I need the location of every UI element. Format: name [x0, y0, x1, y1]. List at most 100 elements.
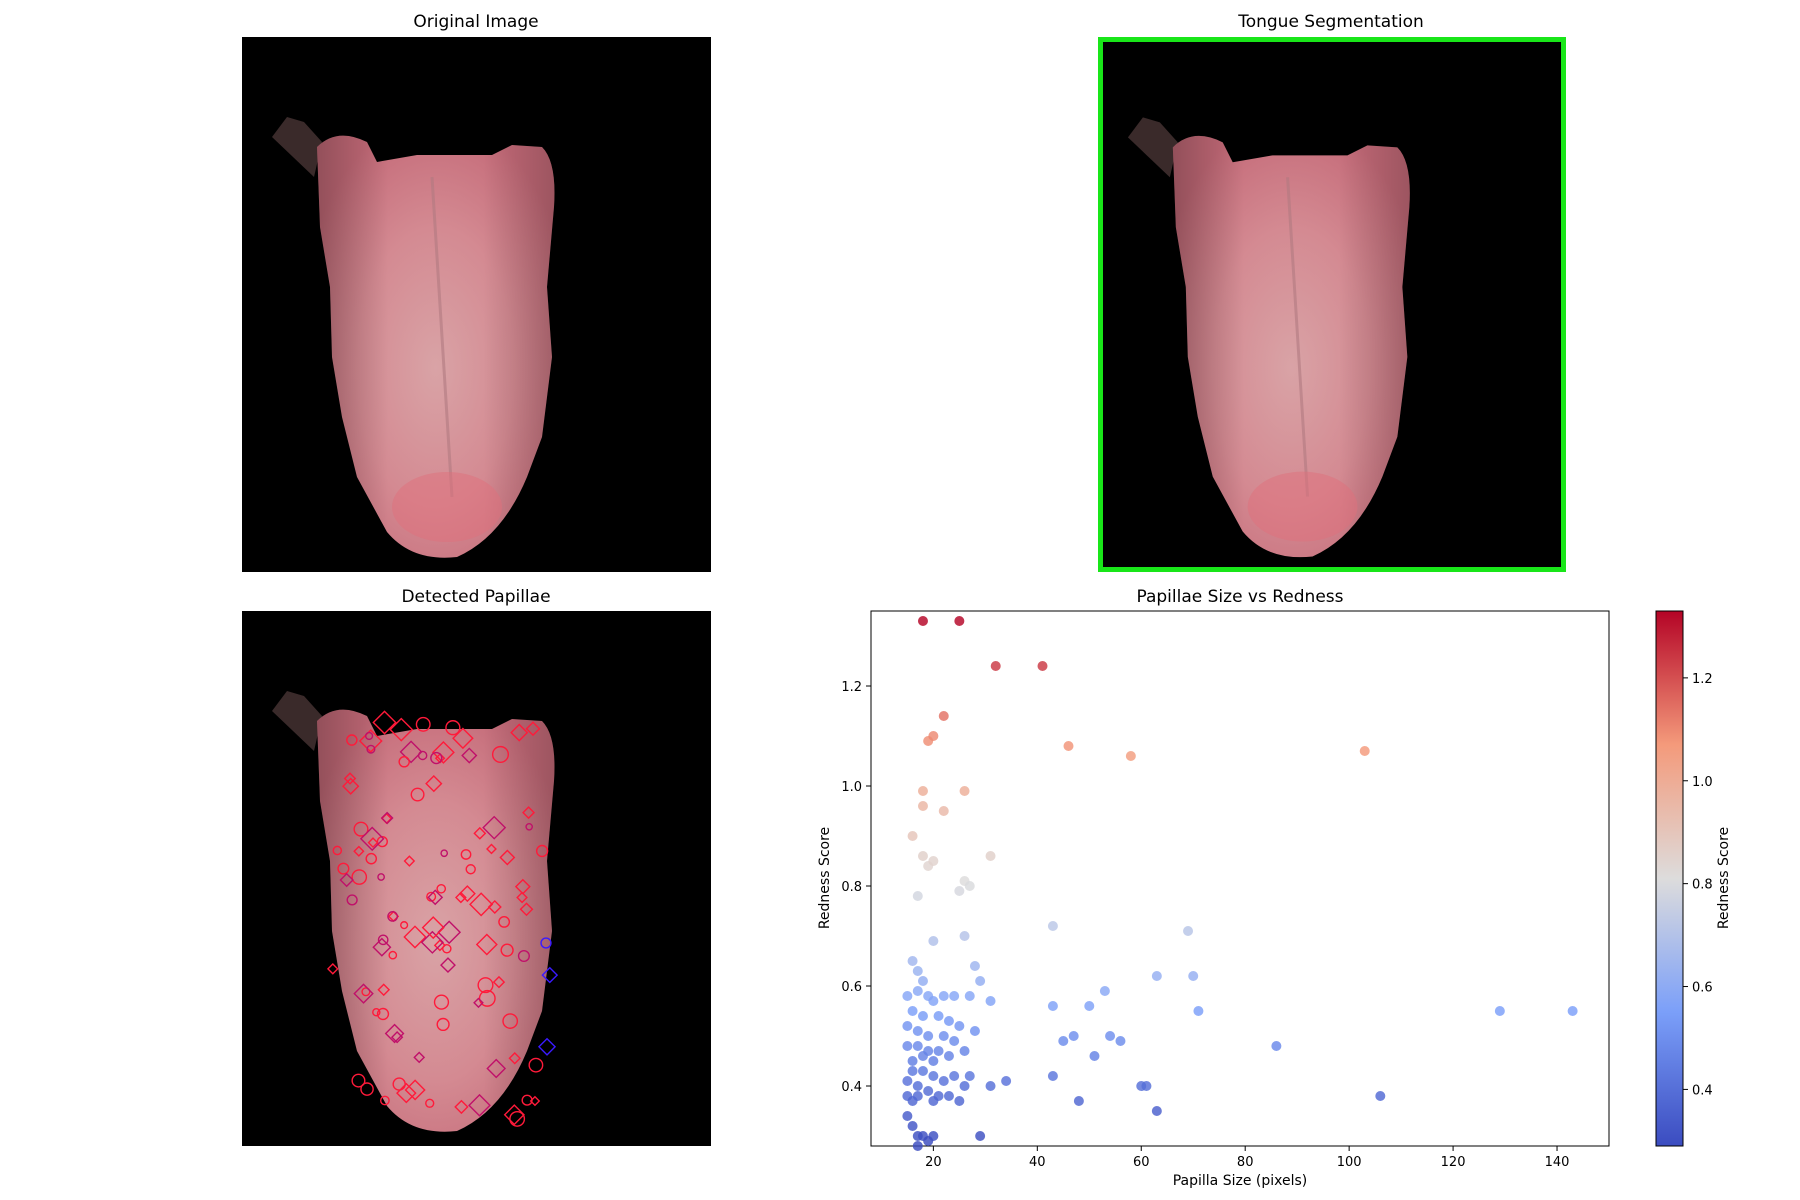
papilla-marker — [390, 1031, 404, 1044]
papilla-marker — [510, 723, 529, 742]
scatter-point — [923, 991, 934, 1001]
scatter-point — [1151, 1106, 1162, 1116]
papilla-marker — [364, 731, 374, 741]
scatter-point — [912, 966, 923, 976]
papilla-marker — [342, 777, 360, 795]
scatter-point — [912, 1041, 923, 1051]
papilla-marker — [392, 1077, 406, 1091]
papilla-marker — [326, 962, 339, 975]
papillae-title: Detected Papillae — [401, 587, 551, 607]
scatter-point — [1188, 971, 1199, 981]
scatter-point — [1068, 1031, 1079, 1041]
papilla-marker — [380, 811, 394, 825]
scatter-point — [923, 861, 934, 871]
scatter-point — [1001, 1076, 1012, 1086]
papilla-marker — [377, 934, 389, 946]
scatter-point — [1105, 1031, 1116, 1041]
scatter-point — [990, 661, 1001, 671]
scatter-point — [969, 1026, 980, 1036]
tongue-image-segmented — [1127, 117, 1410, 558]
y-tick-label: 0.8 — [841, 880, 862, 895]
papilla-marker — [508, 1052, 522, 1065]
scatter-point — [917, 801, 928, 811]
papilla-marker — [372, 1008, 381, 1017]
scatter-point — [902, 1041, 913, 1051]
x-tick-label: 100 — [1337, 1155, 1362, 1170]
colorbar-tick-label: 0.8 — [1692, 878, 1713, 893]
scatter-point — [912, 891, 923, 901]
scatter-point — [943, 1051, 954, 1061]
scatter-point — [938, 991, 949, 1001]
scatter-point — [917, 1051, 928, 1061]
scatter-point — [1063, 741, 1074, 751]
scatter-point — [959, 1081, 970, 1091]
scatter-point — [1151, 971, 1162, 981]
papilla-marker — [388, 950, 398, 960]
papilla-marker — [519, 902, 534, 917]
scatter-point — [923, 736, 934, 746]
scatter-point — [954, 616, 965, 626]
scatter-point — [1125, 751, 1136, 761]
papilla-marker — [343, 772, 357, 785]
scatter-point — [1047, 1071, 1058, 1081]
papilla-marker — [403, 855, 416, 867]
scatter-point — [959, 876, 970, 886]
scatter-point — [923, 1086, 934, 1096]
scatter-point — [912, 1081, 923, 1091]
papilla-marker — [421, 916, 445, 940]
papilla-marker — [372, 710, 397, 735]
papilla-marker — [431, 740, 455, 764]
papilla-marker — [346, 734, 358, 746]
scatter-point — [985, 996, 996, 1006]
scatter-point — [928, 856, 939, 866]
scatter-point — [1089, 1051, 1100, 1061]
papilla-marker — [339, 872, 354, 888]
scatter-point — [938, 1076, 949, 1086]
colorbar-tick-label: 0.6 — [1692, 981, 1713, 996]
scatter-point — [928, 936, 939, 946]
y-tick-label: 0.4 — [841, 1080, 862, 1095]
scatter-point — [959, 786, 970, 796]
scatter-point — [912, 1131, 923, 1141]
papilla-marker — [440, 849, 449, 858]
scatter-point — [928, 731, 939, 741]
papilla-marker — [460, 849, 472, 860]
papilla-marker — [377, 983, 391, 997]
scatter-point — [907, 1121, 918, 1131]
x-tick-label: 60 — [1133, 1155, 1150, 1170]
scatter-points — [902, 616, 1578, 1151]
x-tick-label: 80 — [1237, 1155, 1254, 1170]
papilla-marker — [473, 826, 487, 840]
scatter-point — [902, 1111, 913, 1121]
scatter-point — [964, 991, 975, 1001]
papilla-marker — [417, 750, 428, 761]
original-image-title: Original Image — [413, 12, 539, 32]
papilla-marker — [377, 873, 385, 881]
y-tick-label: 1.0 — [841, 780, 862, 795]
colorbar-tick-label: 0.4 — [1692, 1083, 1713, 1098]
x-tick-label: 40 — [1029, 1155, 1046, 1170]
scatter-point — [917, 1011, 928, 1021]
scatter-point — [1193, 1006, 1204, 1016]
scatter-point — [917, 616, 928, 626]
papilla-marker — [400, 921, 409, 930]
papilla-marker — [473, 997, 484, 1009]
papilla-marker — [396, 1082, 417, 1104]
papilla-marker — [468, 1093, 491, 1117]
scatter-point — [912, 1026, 923, 1036]
scatter-point — [1136, 1081, 1147, 1091]
papilla-marker — [360, 1082, 374, 1096]
scatter-point — [923, 1031, 934, 1041]
scatter-point — [954, 1021, 965, 1031]
papilla-marker — [353, 821, 369, 837]
scatter-point — [1058, 1036, 1069, 1046]
colorbar-tick-label: 1.2 — [1692, 672, 1713, 687]
colorbar-ticks: 0.4 0.6 0.8 1.0 1.2 — [1683, 672, 1713, 1098]
papilla-marker — [420, 930, 444, 954]
papilla-marker — [361, 987, 371, 997]
papilla-marker — [541, 966, 559, 984]
papilla-marker — [436, 1017, 450, 1032]
papilla-marker — [514, 878, 531, 895]
scatter-point — [902, 1091, 913, 1101]
papilla-marker — [478, 989, 496, 1007]
